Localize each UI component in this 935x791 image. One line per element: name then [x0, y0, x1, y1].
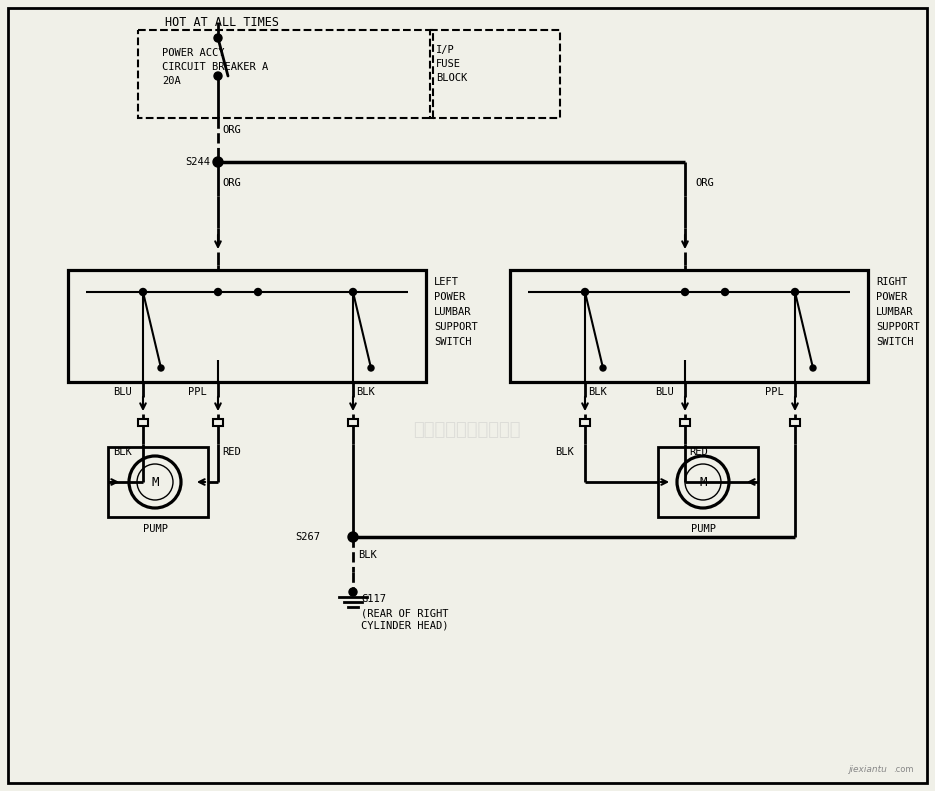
Bar — [790, 418, 800, 426]
Text: (REAR OF RIGHT: (REAR OF RIGHT — [361, 608, 449, 618]
Text: PPL: PPL — [765, 387, 784, 397]
Text: ORG: ORG — [222, 125, 240, 135]
Circle shape — [214, 72, 222, 80]
Text: ORG: ORG — [222, 178, 240, 188]
Circle shape — [368, 365, 374, 371]
Bar — [138, 418, 148, 426]
Text: BLK: BLK — [588, 387, 607, 397]
Text: POWER: POWER — [434, 292, 466, 302]
Text: HOT AT ALL TIMES: HOT AT ALL TIMES — [165, 16, 279, 28]
Circle shape — [722, 289, 728, 296]
Text: S244: S244 — [185, 157, 210, 167]
Circle shape — [582, 289, 588, 296]
Text: BLOCK: BLOCK — [436, 73, 468, 83]
Text: LUMBAR: LUMBAR — [876, 307, 913, 317]
Bar — [213, 418, 223, 426]
Text: LUMBAR: LUMBAR — [434, 307, 471, 317]
Text: POWER: POWER — [876, 292, 907, 302]
Circle shape — [348, 532, 358, 542]
Text: BLU: BLU — [113, 387, 132, 397]
Text: PPL: PPL — [188, 387, 207, 397]
Text: I/P: I/P — [436, 45, 454, 55]
Text: .com: .com — [893, 766, 913, 774]
Circle shape — [254, 289, 262, 296]
Text: BLK: BLK — [555, 447, 574, 457]
Text: G117: G117 — [361, 594, 386, 604]
Text: LEFT: LEFT — [434, 277, 459, 287]
Text: 杯剑将睿科技有限公司: 杯剑将睿科技有限公司 — [413, 421, 521, 439]
Text: RED: RED — [689, 447, 708, 457]
Bar — [510, 270, 868, 382]
Bar — [108, 447, 208, 517]
Text: BLU: BLU — [655, 387, 674, 397]
Circle shape — [810, 365, 816, 371]
Circle shape — [600, 365, 606, 371]
Bar — [658, 447, 758, 517]
Text: BLK: BLK — [358, 550, 377, 560]
Text: ORG: ORG — [695, 178, 713, 188]
Text: SUPPORT: SUPPORT — [876, 322, 920, 332]
Text: PUMP: PUMP — [142, 524, 167, 534]
Text: S267: S267 — [295, 532, 320, 542]
Circle shape — [349, 588, 357, 596]
Circle shape — [214, 289, 222, 296]
Text: 20A: 20A — [162, 76, 180, 86]
Text: FUSE: FUSE — [436, 59, 461, 69]
Text: SUPPORT: SUPPORT — [434, 322, 478, 332]
Text: CIRCUIT BREAKER A: CIRCUIT BREAKER A — [162, 62, 268, 72]
Circle shape — [350, 289, 356, 296]
Text: POWER ACCY: POWER ACCY — [162, 48, 224, 58]
Circle shape — [158, 365, 164, 371]
Text: SWITCH: SWITCH — [876, 337, 913, 347]
Text: SWITCH: SWITCH — [434, 337, 471, 347]
Circle shape — [682, 289, 688, 296]
Circle shape — [214, 34, 222, 42]
Text: RIGHT: RIGHT — [876, 277, 907, 287]
Bar — [680, 418, 690, 426]
Circle shape — [792, 289, 798, 296]
Text: BLK: BLK — [356, 387, 375, 397]
Bar — [580, 418, 590, 426]
Text: M: M — [699, 475, 707, 489]
Text: RED: RED — [222, 447, 240, 457]
Text: CYLINDER HEAD): CYLINDER HEAD) — [361, 621, 449, 631]
Text: PUMP: PUMP — [691, 524, 715, 534]
Bar — [430, 30, 560, 118]
Bar — [348, 418, 358, 426]
Bar — [138, 30, 433, 118]
Text: jiexiantu: jiexiantu — [848, 766, 887, 774]
Circle shape — [139, 289, 147, 296]
Bar — [68, 270, 426, 382]
Circle shape — [213, 157, 223, 167]
Text: BLK: BLK — [113, 447, 132, 457]
Text: M: M — [151, 475, 159, 489]
